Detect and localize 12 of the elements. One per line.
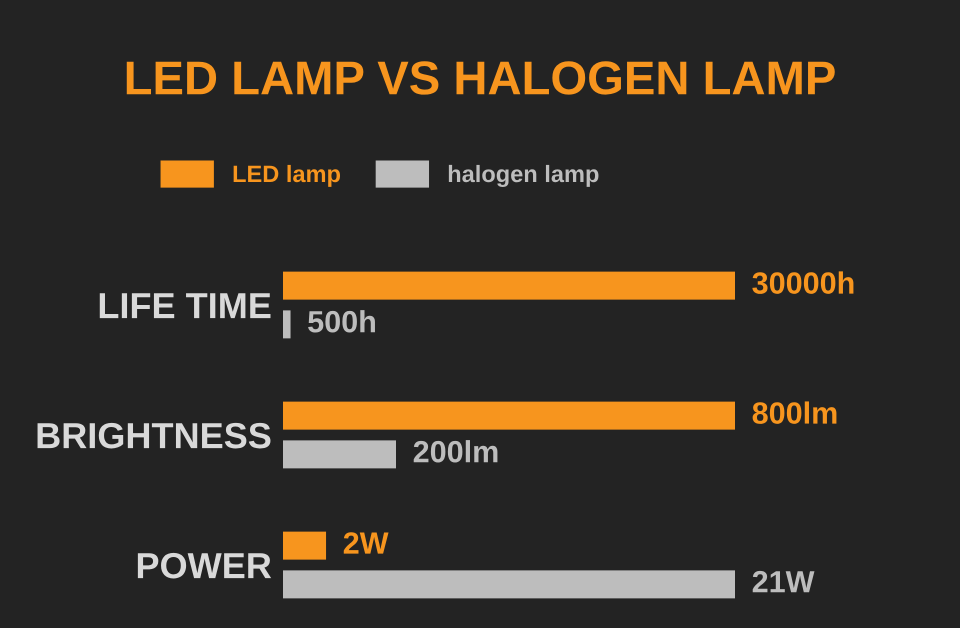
y-tick-label: POWER [138, 552, 272, 578]
data-label: 30000h [752, 271, 854, 294]
data-label: 200lm [414, 440, 498, 463]
legend-label: LED lamp [234, 164, 340, 187]
y-tick-label: LIFE TIME [100, 293, 270, 318]
data-label: 500h [308, 310, 375, 333]
chart-title: LED LAMP VS HALOGEN LAMP [126, 61, 835, 95]
data-label: 2W [344, 532, 389, 554]
data-label: 21W [752, 570, 814, 592]
legend-label: halogen lamp [448, 164, 598, 188]
y-tick-label: BRIGHTNESS [38, 422, 270, 448]
data-label: 800lm [752, 401, 836, 424]
